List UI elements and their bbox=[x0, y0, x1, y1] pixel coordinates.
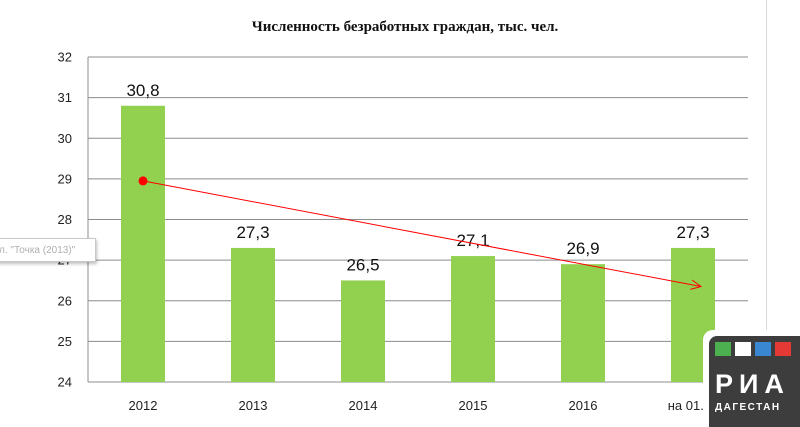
logo-stripe-blue bbox=[755, 342, 771, 356]
logo-stripe-white bbox=[735, 342, 751, 356]
bar bbox=[561, 264, 605, 382]
data-label: 27,1 bbox=[456, 231, 489, 250]
y-tick-label: 26 bbox=[58, 293, 72, 308]
page-edge-rule bbox=[766, 0, 767, 330]
y-tick-label: 30 bbox=[58, 131, 72, 146]
x-tick-label: 2016 bbox=[569, 398, 598, 413]
data-label: 26,5 bbox=[346, 255, 379, 274]
bar bbox=[231, 247, 275, 382]
y-tick-label: 32 bbox=[58, 50, 72, 65]
data-label: 26,9 bbox=[566, 239, 599, 258]
bar bbox=[451, 256, 495, 382]
x-axis-ticks: 2012 2013 2014 2015 2016 на 01.03 bbox=[129, 398, 719, 413]
logo-badge: РИА ДАГЕСТАН bbox=[709, 336, 800, 427]
trend-start-dot bbox=[138, 176, 148, 186]
logo-stripe-red bbox=[775, 342, 791, 356]
trend-arrow bbox=[138, 176, 703, 290]
ria-dagestan-logo: РИА ДАГЕСТАН bbox=[703, 330, 800, 427]
x-tick-label: 2014 bbox=[349, 398, 378, 413]
data-label: 27,3 bbox=[676, 223, 709, 242]
x-tick-label: 2013 bbox=[239, 398, 268, 413]
data-labels: 30,8 27,3 26,5 27,1 26,9 27,3 bbox=[126, 81, 709, 275]
x-tick-label: 2012 bbox=[129, 398, 158, 413]
logo-main-text: РИА bbox=[715, 369, 790, 399]
y-tick-label: 24 bbox=[58, 375, 72, 390]
bar bbox=[121, 105, 165, 382]
logo-stripe-green bbox=[715, 342, 731, 356]
gridlines bbox=[87, 56, 748, 383]
x-tick-label: 2015 bbox=[459, 398, 488, 413]
data-label: 27,3 bbox=[236, 223, 269, 242]
y-tick-label: 28 bbox=[58, 212, 72, 227]
trend-arrowhead bbox=[690, 279, 703, 290]
chart-title: Численность безработных граждан, тыс. че… bbox=[252, 19, 559, 35]
y-tick-label: 25 bbox=[58, 334, 72, 349]
trend-line bbox=[142, 180, 702, 288]
y-axis-ticks: 242526272829303132 bbox=[58, 50, 72, 390]
y-tick-label: 29 bbox=[58, 171, 72, 186]
bars bbox=[121, 105, 715, 382]
tooltip: л. "Точка (2013)" bbox=[0, 238, 96, 262]
bar bbox=[341, 280, 385, 382]
logo-sub-text: ДАГЕСТАН bbox=[715, 402, 781, 413]
data-label: 30,8 bbox=[126, 81, 159, 100]
y-tick-label: 31 bbox=[58, 90, 72, 105]
